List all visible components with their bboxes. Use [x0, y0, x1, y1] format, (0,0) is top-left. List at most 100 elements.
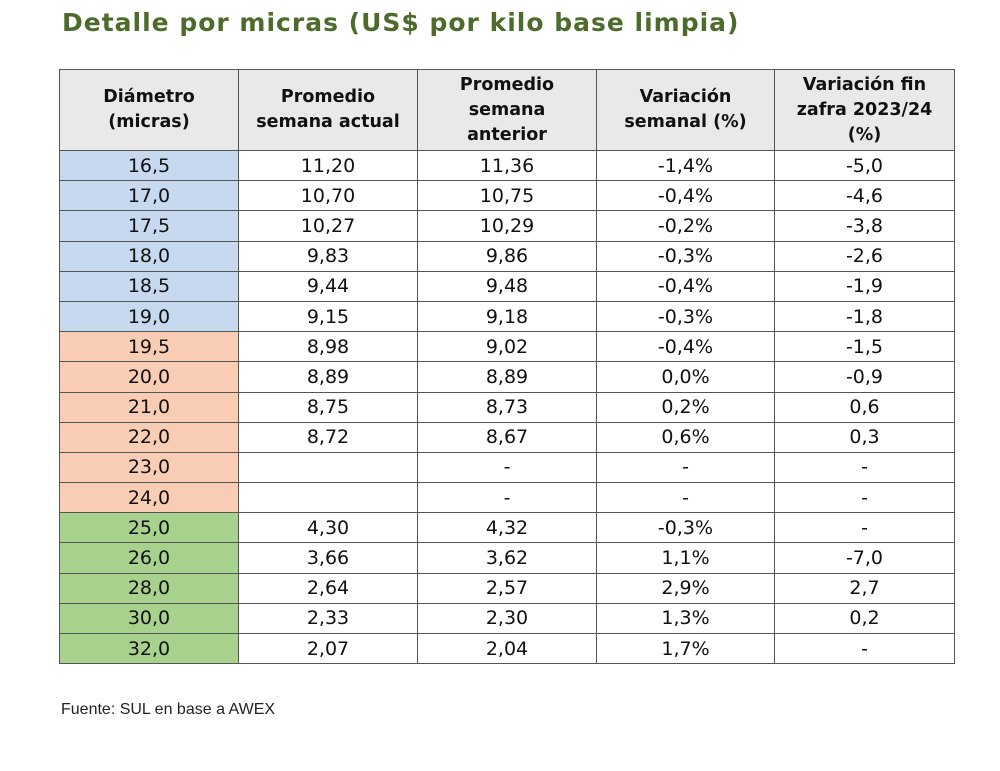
cell-promedio-anterior: 10,75: [417, 180, 597, 212]
table-body: 16,5 11,20 11,36 -1,4% -5,0 17,0 10,70 10,75 -0,…: [59, 149, 955, 665]
page-title: Detalle por micras (US$ por kilo base li…: [62, 8, 740, 37]
table-row: 19,5 8,98 9,02 -0,4% -1,5: [59, 331, 955, 363]
cell-promedio-anterior: 2,30: [417, 602, 597, 635]
cell-promedio-anterior: 10,29: [417, 210, 597, 242]
cell-promedio-actual: 8,75: [238, 391, 418, 423]
cell-variacion-zafra: -7,0: [774, 542, 955, 574]
cell-variacion-semanal: 0,0%: [596, 361, 775, 393]
cell-diametro: 32,0: [59, 632, 239, 665]
cell-variacion-semanal: -0,4%: [596, 180, 775, 212]
cell-diametro: 22,0: [59, 421, 239, 453]
table-row: 16,5 11,20 11,36 -1,4% -5,0: [59, 149, 955, 182]
cell-promedio-anterior: 9,48: [417, 270, 597, 302]
cell-promedio-actual: 9,44: [238, 270, 418, 302]
cell-promedio-anterior: 11,36: [417, 149, 597, 182]
cell-promedio-actual: 3,66: [238, 542, 418, 574]
cell-promedio-actual: [238, 482, 418, 514]
micron-price-table: Diámetro (micras) Promedio semana actual P…: [59, 69, 955, 665]
cell-promedio-actual: 8,89: [238, 361, 418, 393]
cell-diametro: 24,0: [59, 482, 239, 514]
cell-diametro: 28,0: [59, 572, 239, 604]
header-variacion-semanal: Variación semanal (%): [596, 69, 775, 151]
cell-variacion-zafra: -2,6: [774, 240, 955, 272]
cell-diametro: 17,0: [59, 180, 239, 212]
table-row: 24,0- - -: [59, 482, 955, 514]
table-row: 18,0 9,83 9,86 -0,3% -2,6: [59, 240, 955, 272]
cell-variacion-semanal: 0,6%: [596, 421, 775, 453]
cell-variacion-semanal: -0,3%: [596, 512, 775, 544]
cell-promedio-actual: 2,33: [238, 602, 418, 635]
cell-variacion-semanal: -1,4%: [596, 149, 775, 182]
cell-variacion-semanal: -0,2%: [596, 210, 775, 242]
cell-variacion-zafra: 2,7: [774, 572, 955, 604]
cell-variacion-semanal: 2,9%: [596, 572, 775, 604]
cell-promedio-anterior: 9,18: [417, 300, 597, 333]
cell-variacion-semanal: -0,3%: [596, 300, 775, 333]
cell-diametro: 19,0: [59, 300, 239, 333]
cell-variacion-zafra: 0,6: [774, 391, 955, 423]
cell-promedio-actual: 4,30: [238, 512, 418, 544]
cell-promedio-anterior: 4,32: [417, 512, 597, 544]
table-row: 22,0 8,72 8,67 0,6% 0,3: [59, 421, 955, 453]
cell-promedio-anterior: 8,89: [417, 361, 597, 393]
cell-variacion-zafra: -1,5: [774, 331, 955, 363]
cell-promedio-anterior: 3,62: [417, 542, 597, 574]
cell-variacion-semanal: 0,2%: [596, 391, 775, 423]
table-row: 18,5 9,44 9,48 -0,4% -1,9: [59, 270, 955, 302]
cell-variacion-zafra: -: [774, 632, 955, 665]
cell-promedio-actual: 10,27: [238, 210, 418, 242]
cell-diametro: 26,0: [59, 542, 239, 574]
cell-diametro: 18,0: [59, 240, 239, 272]
cell-variacion-zafra: -0,9: [774, 361, 955, 393]
cell-promedio-anterior: -: [417, 482, 597, 514]
cell-variacion-zafra: -: [774, 512, 955, 544]
table-row: 20,0 8,89 8,89 0,0% -0,9: [59, 361, 955, 393]
table-row: 32,0 2,07 2,04 1,7% -: [59, 632, 955, 665]
cell-variacion-zafra: -1,9: [774, 270, 955, 302]
cell-promedio-actual: 8,98: [238, 331, 418, 363]
cell-promedio-actual: [238, 451, 418, 484]
cell-variacion-zafra: -1,8: [774, 300, 955, 333]
cell-variacion-zafra: 0,3: [774, 421, 955, 453]
header-promedio-anterior: Promedio semana anterior: [417, 69, 597, 151]
header-promedio-actual: Promedio semana actual: [238, 69, 418, 151]
table-row: 26,0 3,66 3,62 1,1% -7,0: [59, 542, 955, 574]
cell-promedio-actual: 9,83: [238, 240, 418, 272]
cell-variacion-zafra: -4,6: [774, 180, 955, 212]
cell-variacion-semanal: -: [596, 482, 775, 514]
cell-diametro: 25,0: [59, 512, 239, 544]
cell-diametro: 23,0: [59, 451, 239, 484]
table-row: 17,5 10,27 10,29 -0,2% -3,8: [59, 210, 955, 242]
cell-promedio-actual: 2,07: [238, 632, 418, 665]
table-row: 28,0 2,64 2,57 2,9% 2,7: [59, 572, 955, 604]
cell-promedio-anterior: 8,73: [417, 391, 597, 423]
cell-promedio-actual: 2,64: [238, 572, 418, 604]
cell-variacion-zafra: -: [774, 482, 955, 514]
table-row: 21,0 8,75 8,73 0,2% 0,6: [59, 391, 955, 423]
cell-promedio-actual: 8,72: [238, 421, 418, 453]
header-diametro: Diámetro (micras): [59, 69, 239, 151]
cell-variacion-semanal: -0,4%: [596, 331, 775, 363]
cell-diametro: 19,5: [59, 331, 239, 363]
cell-variacion-zafra: -5,0: [774, 149, 955, 182]
cell-variacion-semanal: -0,4%: [596, 270, 775, 302]
cell-promedio-actual: 11,20: [238, 149, 418, 182]
cell-variacion-semanal: 1,7%: [596, 632, 775, 665]
header-variacion-zafra: Variación fin zafra 2023/24 (%): [774, 69, 955, 151]
cell-diametro: 20,0: [59, 361, 239, 393]
table-row: 17,0 10,70 10,75 -0,4% -4,6: [59, 180, 955, 212]
table-header-row: Diámetro (micras) Promedio semana actual P…: [59, 69, 955, 151]
cell-variacion-zafra: -3,8: [774, 210, 955, 242]
cell-diametro: 18,5: [59, 270, 239, 302]
cell-promedio-anterior: 2,57: [417, 572, 597, 604]
cell-promedio-anterior: 9,86: [417, 240, 597, 272]
cell-promedio-actual: 10,70: [238, 180, 418, 212]
source-note: Fuente: SUL en base a AWEX: [61, 701, 276, 718]
cell-diametro: 30,0: [59, 602, 239, 635]
cell-promedio-actual: 9,15: [238, 300, 418, 333]
cell-variacion-semanal: 1,1%: [596, 542, 775, 574]
cell-promedio-anterior: 9,02: [417, 331, 597, 363]
table-row: 25,0 4,30 4,32 -0,3% -: [59, 512, 955, 544]
cell-variacion-semanal: -0,3%: [596, 240, 775, 272]
cell-promedio-anterior: 2,04: [417, 632, 597, 665]
